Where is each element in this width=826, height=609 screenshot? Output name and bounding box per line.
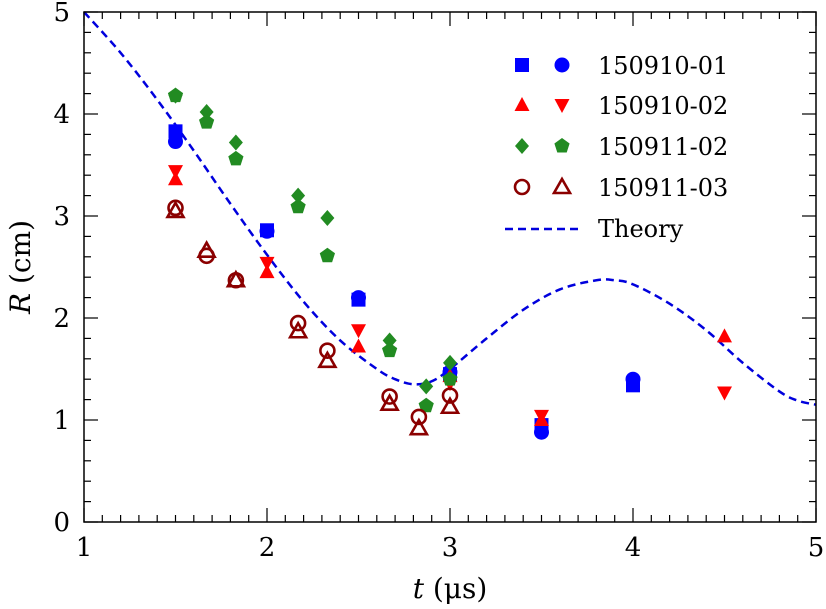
y-tick-label: 3 [53, 202, 70, 232]
y-tick-labels: 0 1 2 3 4 5 [53, 0, 70, 538]
data-point-150911-03-triangle-open [196, 240, 217, 258]
data-point-150911-02-diamond [419, 378, 434, 395]
data-point-150911-02-pentagon [382, 342, 398, 358]
x-tick-labels: 1 2 3 4 5 [76, 533, 825, 563]
legend-marker [515, 138, 529, 154]
legend-label: Theory [598, 215, 684, 243]
y-axis-label: R (cm) [4, 220, 37, 315]
data-point-150911-03-triangle-open [379, 393, 400, 411]
data-point-150910-02-triangle-up [351, 338, 366, 353]
legend-marker [551, 176, 573, 195]
legend-markers-150910-02 [514, 97, 570, 113]
data-point-150910-01-square [168, 124, 183, 139]
y-tick-label: 5 [53, 0, 70, 28]
data-point-150911-02-pentagon [199, 114, 215, 129]
plot-frame [83, 11, 817, 523]
legend-item-theory: Theory [505, 215, 684, 243]
data-point-150911-02-diamond [228, 134, 243, 151]
legend-label: 150911-02 [598, 133, 728, 161]
data-point-150910-02-triangle-down [259, 256, 275, 271]
data-point-150911-03-triangle-open [225, 269, 247, 288]
data-point-150910-02-triangle-down [168, 165, 183, 180]
data-point-150911-03-triangle-open [317, 350, 338, 369]
x-tick-label: 1 [76, 533, 93, 563]
x-tick-label: 3 [442, 533, 459, 563]
x-tick-label: 2 [259, 533, 276, 563]
y-tick-label: 4 [53, 100, 70, 130]
y-tick-label: 2 [53, 304, 70, 334]
data-point-150911-03-triangle-open [165, 200, 186, 219]
data-point-150911-03-triangle-open [287, 320, 309, 339]
legend-markers-150911-03 [513, 176, 573, 196]
major-ticks [83, 11, 817, 523]
data-point-150911-02-diamond [382, 332, 397, 349]
data-point-150910-01-circle [625, 371, 641, 387]
data-point-150911-03-circle-open [441, 387, 459, 404]
data-point-150911-02-diamond [291, 187, 306, 204]
data-point-150910-02-triangle-down [717, 386, 732, 401]
data-point-150911-02-diamond [443, 354, 457, 371]
legend-marker [513, 178, 531, 196]
legend-item-150911-03: 150911-03 [513, 174, 728, 202]
data-point-150911-02-pentagon [167, 87, 184, 103]
legend-label: 150910-02 [598, 92, 728, 120]
data-point-150911-03-circle-open [410, 408, 428, 426]
data-point-150910-01-circle [168, 134, 183, 150]
legend-label: 150911-03 [598, 174, 728, 202]
legend-item-150910-01: 150910-01 [515, 52, 728, 80]
legend-item-150910-02: 150910-02 [514, 92, 728, 120]
data-point-150910-02-triangle-down [534, 409, 549, 424]
data-point-150911-03-triangle-open [408, 417, 430, 436]
data-point-150911-02-pentagon [418, 397, 434, 413]
data-point-150910-02-triangle-up [259, 264, 275, 279]
data-points [165, 87, 732, 440]
x-tick-label: 4 [625, 533, 642, 563]
legend: 150910-01 150910-02 150911-02 150911-03 … [505, 52, 728, 243]
data-point-150911-02-pentagon [442, 371, 458, 386]
legend-item-150911-02: 150911-02 [515, 133, 728, 161]
data-point-150911-03-triangle-open [439, 396, 461, 415]
data-point-150910-01-circle [534, 424, 549, 440]
data-point-150911-02-diamond [199, 103, 214, 120]
legend-markers-150910-01 [515, 57, 570, 73]
data-point-150911-02-diamond [320, 210, 335, 227]
x-axis-label: t (μs) [413, 572, 488, 605]
data-point-150911-03-circle-open [319, 342, 336, 359]
minor-ticks [84, 12, 816, 522]
legend-marker [554, 99, 570, 113]
legend-marker [554, 57, 570, 73]
legend-markers-150911-02 [515, 138, 570, 154]
data-point-150910-02-triangle-down [351, 324, 366, 339]
data-point-150911-03-circle-open [381, 388, 398, 405]
x-tick-label: 5 [808, 533, 825, 563]
data-point-150910-01-circle [259, 223, 275, 239]
y-tick-label: 0 [53, 508, 70, 538]
data-point-150911-02-pentagon [228, 150, 244, 166]
legend-marker [515, 58, 529, 72]
legend-label: 150910-01 [598, 52, 728, 80]
data-point-150911-02-pentagon [290, 198, 306, 214]
legend-marker [514, 97, 530, 111]
data-point-150911-02-pentagon [319, 247, 335, 263]
data-point-150911-03-circle-open [289, 314, 307, 332]
legend-marker [554, 138, 570, 153]
theory-line [83, 11, 817, 406]
y-tick-label: 1 [53, 406, 70, 436]
data-point-150910-02-triangle-up [717, 328, 732, 343]
data-point-150910-01-circle [351, 290, 366, 306]
